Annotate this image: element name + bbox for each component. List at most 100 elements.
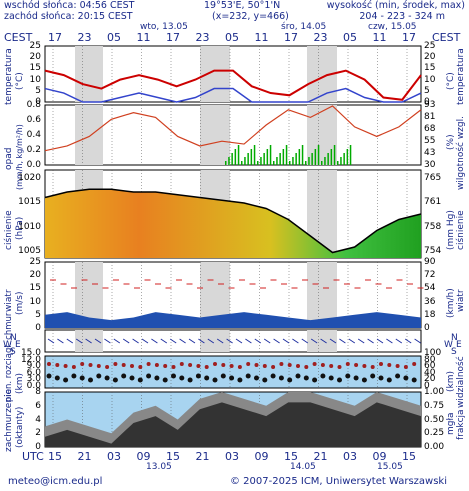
cloud-top-dot	[337, 365, 342, 369]
cloud-base-dot	[146, 373, 152, 379]
winddir-e-right: E	[456, 340, 462, 350]
top-tz-left: CEST	[4, 31, 33, 44]
wind-arrow	[85, 338, 92, 344]
cloud-top-dot	[345, 362, 350, 366]
wind-arrow	[329, 338, 337, 344]
temp-tick-right: 10	[424, 74, 436, 85]
cloud-base-dot	[303, 375, 309, 381]
wind-tick-right: 72	[424, 270, 436, 281]
top-hour-label: 23	[195, 31, 210, 44]
cloud-top-dot	[96, 364, 101, 368]
fog-tick: 0.00	[424, 442, 445, 452]
cloud-top-dot	[88, 363, 93, 367]
cloud-top-dot	[179, 362, 184, 366]
winddir-e-left: E	[15, 340, 21, 350]
cloud-base-dot	[328, 375, 334, 381]
temp-tick: 0	[35, 97, 41, 107]
cloud-base-dot	[237, 377, 243, 383]
winddir-n-right: N	[451, 333, 458, 343]
wind-arrow	[104, 338, 111, 344]
cloud-top-dot	[221, 363, 226, 367]
footer-email[interactable]: meteo@icm.edu.pl	[8, 476, 103, 487]
cloud-base-dot	[104, 375, 110, 381]
cloud-top-dot	[121, 363, 126, 367]
cloud-base-dot	[245, 373, 251, 379]
panel-visibility	[44, 355, 422, 389]
dewpoint-line	[44, 87, 422, 103]
top-hour-label: 11	[254, 31, 269, 44]
wind-arrow	[198, 338, 205, 344]
cloud-top-dot	[279, 362, 284, 366]
bottom-hour-label: 03	[107, 450, 121, 463]
precip-bar	[343, 153, 345, 165]
cloud-base-dot	[46, 373, 52, 379]
precip-bar	[244, 157, 246, 165]
cloud-base-dot	[187, 377, 193, 383]
precip-bar	[317, 145, 320, 165]
bottom-tz: UTC	[22, 450, 44, 463]
precip-bar	[234, 149, 237, 165]
temp-tick-right: 5	[424, 85, 430, 96]
cloud-base-dot	[154, 375, 160, 381]
night-band	[307, 262, 337, 328]
wind-arrow	[386, 338, 393, 344]
cloud-base-dot	[121, 373, 127, 379]
vis-tick-right: 40	[424, 367, 436, 378]
precip-bar	[289, 161, 291, 165]
cloud-base-dot	[295, 373, 301, 379]
pressure-tick-right: 758	[424, 221, 442, 232]
bottom-hour-label: 09	[254, 450, 269, 463]
cloud-top-dot	[105, 365, 110, 369]
cloud-base-dot	[79, 375, 85, 381]
precip-bar	[250, 149, 253, 165]
cloud-top-dot	[312, 362, 317, 366]
bottom-hour-label: 15	[166, 450, 180, 463]
wind-tick-right: 36	[424, 296, 436, 307]
cloud-top-dot	[163, 364, 168, 368]
cloud-top-dot	[196, 364, 201, 368]
cloud-base-dot	[112, 377, 118, 383]
top-hour-label: 23	[313, 31, 328, 44]
precip-bar	[337, 161, 339, 165]
cloud-top-dot	[130, 364, 134, 368]
bottom-hour-label: 15	[402, 450, 416, 463]
cloud-tick: 8	[35, 387, 41, 397]
wind-arrow	[47, 338, 55, 344]
humidity-line	[44, 105, 422, 152]
cloud-top-dot	[296, 364, 300, 368]
temp-tick: 15	[29, 63, 41, 74]
cloud-top-dot	[304, 365, 309, 369]
temp-tick-right: 15	[424, 63, 436, 74]
wind-arrow	[339, 338, 346, 344]
wind-arrow	[75, 338, 83, 344]
wind-arrow	[57, 338, 64, 344]
wind-arrow	[132, 338, 139, 344]
cloud-tick: 6	[35, 400, 41, 411]
wind-arrow	[263, 338, 271, 344]
fog-tick: 0.75	[424, 400, 445, 411]
cloud-top-dot	[188, 363, 193, 367]
top-hour-label: 05	[107, 31, 121, 44]
precip-bar	[349, 145, 352, 165]
wind-arrow	[141, 338, 149, 344]
fog-tick: 1.00	[424, 387, 445, 397]
cloud-base-dot	[320, 373, 326, 379]
precip-bar	[285, 145, 288, 165]
bottom-hour-label: 21	[77, 450, 92, 463]
pressure-tick-right: 765	[424, 173, 442, 183]
wind-arrow	[179, 338, 186, 344]
cloud-top-dot	[403, 365, 408, 369]
precip-bar	[279, 153, 281, 165]
wind-tick: 0	[35, 323, 41, 333]
cloud-top-dot	[246, 362, 251, 366]
precip-bar	[311, 153, 313, 165]
cloud-top-dot	[395, 364, 400, 368]
humidity-tick: 93	[424, 100, 436, 110]
temp-tick-right: 25	[424, 41, 436, 51]
top-hour-label: 05	[225, 31, 239, 44]
precip-tick: 0.0	[26, 160, 41, 170]
cloud-base-dot	[129, 375, 135, 381]
wind-arrow	[367, 338, 374, 344]
precip-bar	[330, 149, 333, 165]
bottom-date-2: 14.05	[290, 462, 316, 472]
